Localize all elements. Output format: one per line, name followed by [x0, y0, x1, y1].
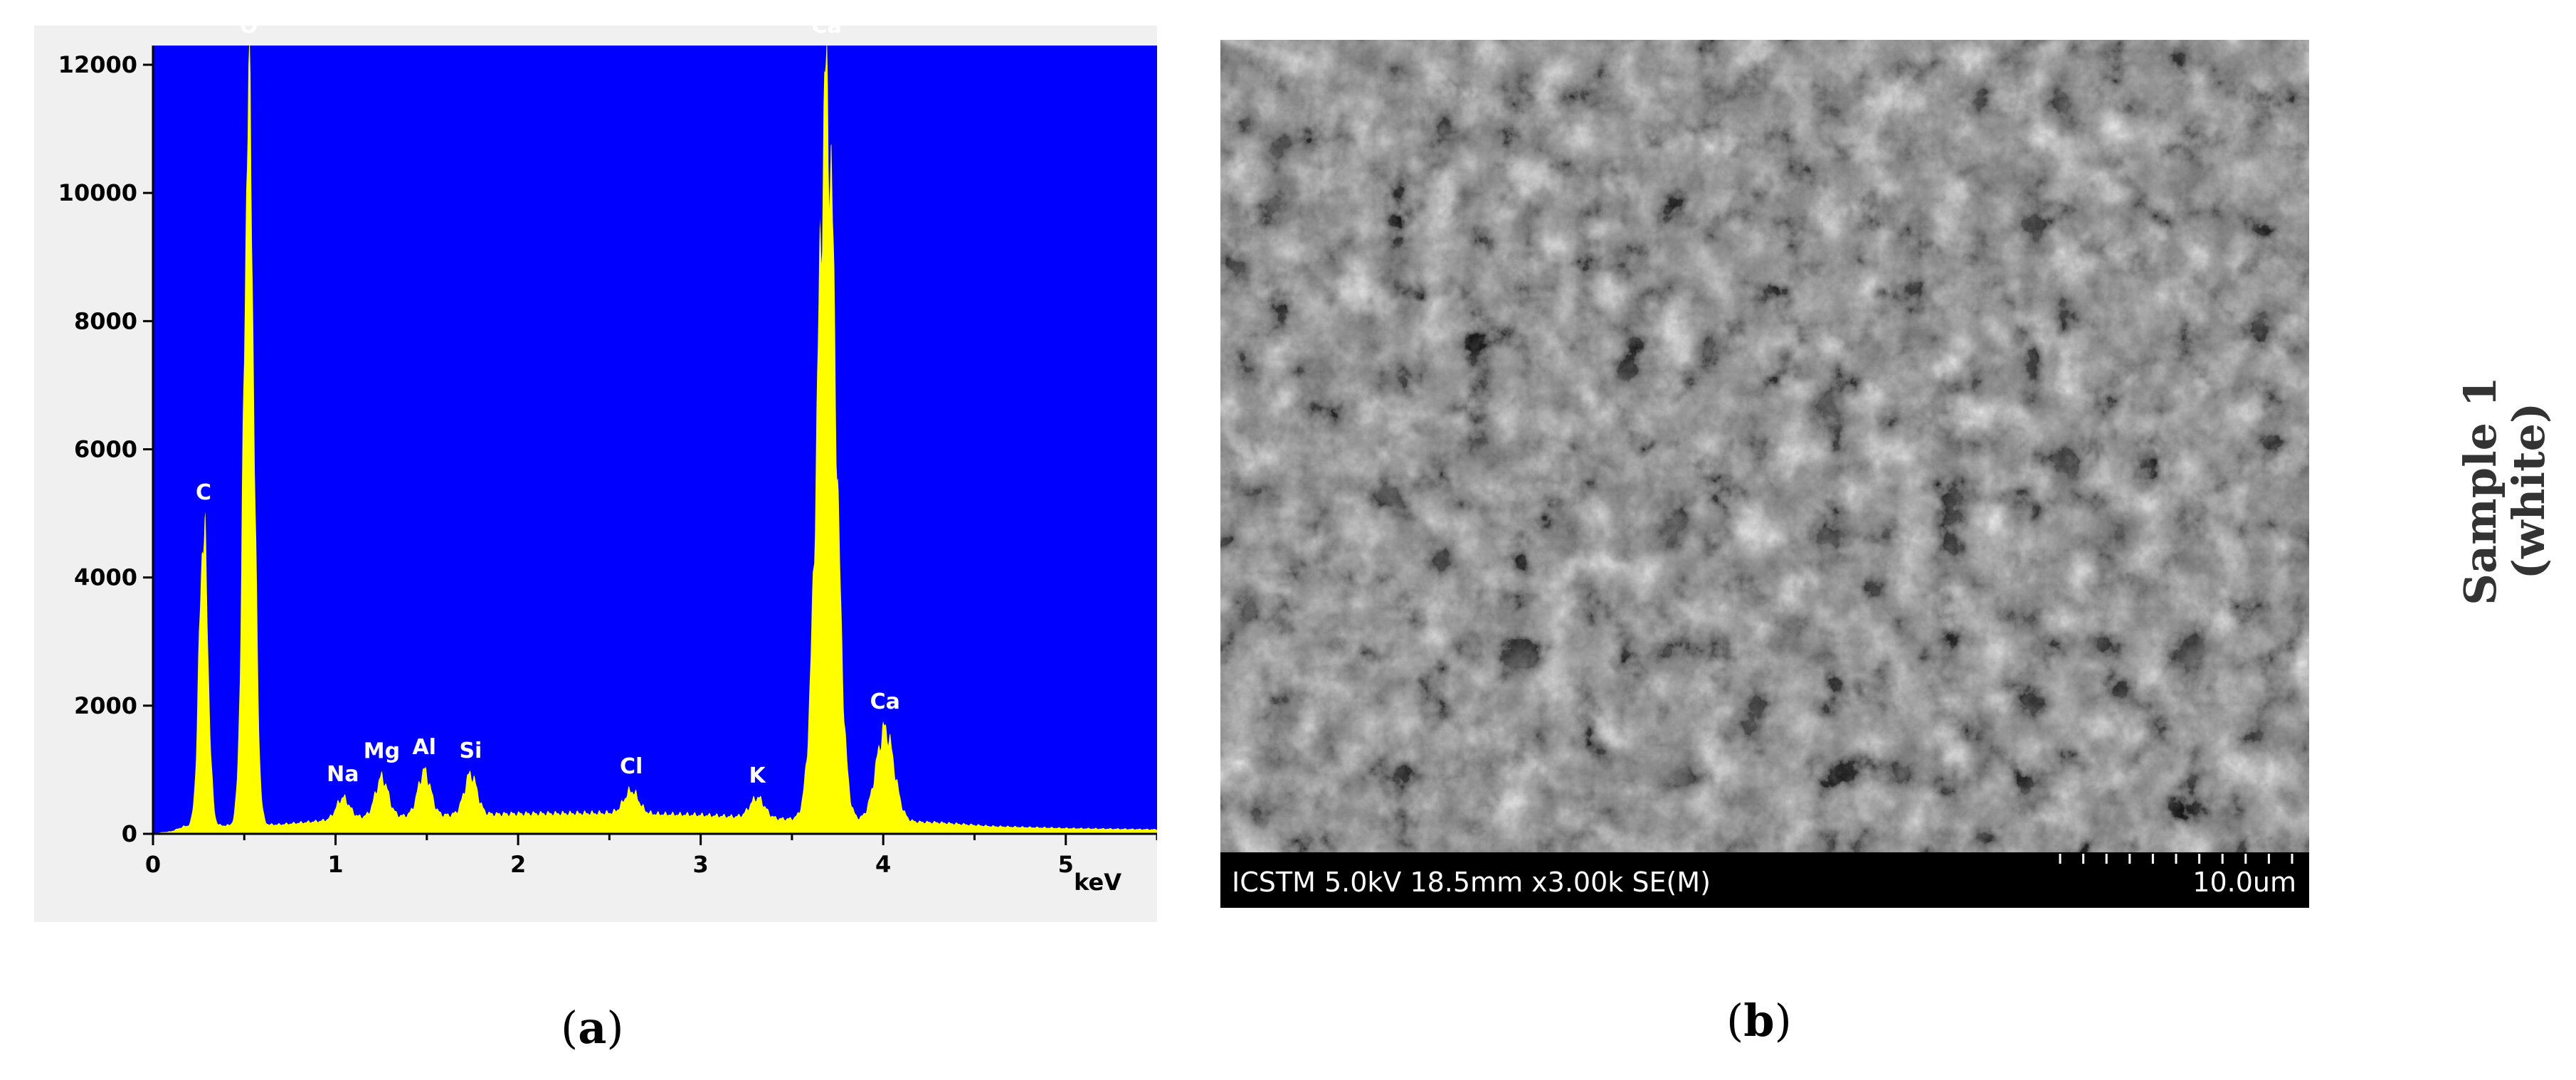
peak-label-k: K: [749, 763, 767, 788]
x-axis-label: keV: [1074, 869, 1121, 896]
y-tick-label: 2000: [74, 692, 137, 719]
plot-background: [153, 46, 1157, 834]
sem-micrograph-panel: ICSTM 5.0kV 18.5mm x3.00k SE(M) 10.0um: [1220, 40, 2309, 908]
y-tick-label: 12000: [58, 51, 137, 78]
x-tick-label: 0: [145, 851, 161, 878]
x-tick-label: 1: [327, 851, 343, 878]
x-tick-label: 5: [1058, 851, 1074, 878]
peak-label-al: Al: [412, 735, 436, 760]
peak-label-c: C: [196, 480, 211, 505]
peak-label-si: Si: [459, 738, 482, 763]
x-tick-label: 3: [693, 851, 709, 878]
sem-info-bar: ICSTM 5.0kV 18.5mm x3.00k SE(M) 10.0um: [1220, 852, 2309, 908]
scale-bar-ticks: [2059, 854, 2293, 864]
peak-label-ca: Ca: [812, 26, 842, 38]
peak-label-na: Na: [327, 762, 359, 787]
peak-label-mg: Mg: [364, 739, 400, 764]
y-tick-label: 8000: [74, 307, 137, 334]
peak-label-cl: Cl: [620, 754, 643, 779]
peak-label-ca: Ca: [870, 689, 900, 714]
caption-b: (b): [1726, 995, 1792, 1047]
y-tick-label: 10000: [58, 179, 137, 206]
y-tick-label: 4000: [74, 564, 137, 591]
caption-a: (a): [561, 1002, 624, 1054]
y-tick-label: 0: [122, 820, 137, 847]
sample-label: Sample 1 (white): [2454, 376, 2555, 605]
eds-spectrum-chart: 0 2000 4000 6000 8000 10000 12000 0 1 2 3 4 5 C O NaM…: [58, 26, 1157, 896]
sem-acquisition-info: ICSTM 5.0kV 18.5mm x3.00k SE(M): [1232, 867, 1711, 898]
spectrum-area: [153, 46, 1157, 834]
scale-bar-label: 10.0um: [2192, 867, 2296, 898]
y-tick-label: 6000: [74, 436, 137, 463]
x-axis: 0 1 2 3 4 5: [145, 832, 1157, 878]
x-tick-label: 4: [875, 851, 891, 878]
sample-label-line1: Sample 1: [2454, 376, 2506, 605]
y-axis: 0 2000 4000 6000 8000 10000 12000: [58, 46, 154, 847]
peak-label-o: O: [240, 26, 258, 38]
caption-b-letter: b: [1743, 995, 1775, 1047]
eds-spectrum-panel: 0 2000 4000 6000 8000 10000 12000 0 1 2 3 4 5 C O Na M…: [34, 26, 1157, 922]
sem-micrograph-image: [1220, 40, 2309, 852]
caption-a-letter: a: [578, 1002, 607, 1054]
x-tick-label: 2: [510, 851, 526, 878]
sample-label-line2: (white): [2503, 402, 2555, 580]
